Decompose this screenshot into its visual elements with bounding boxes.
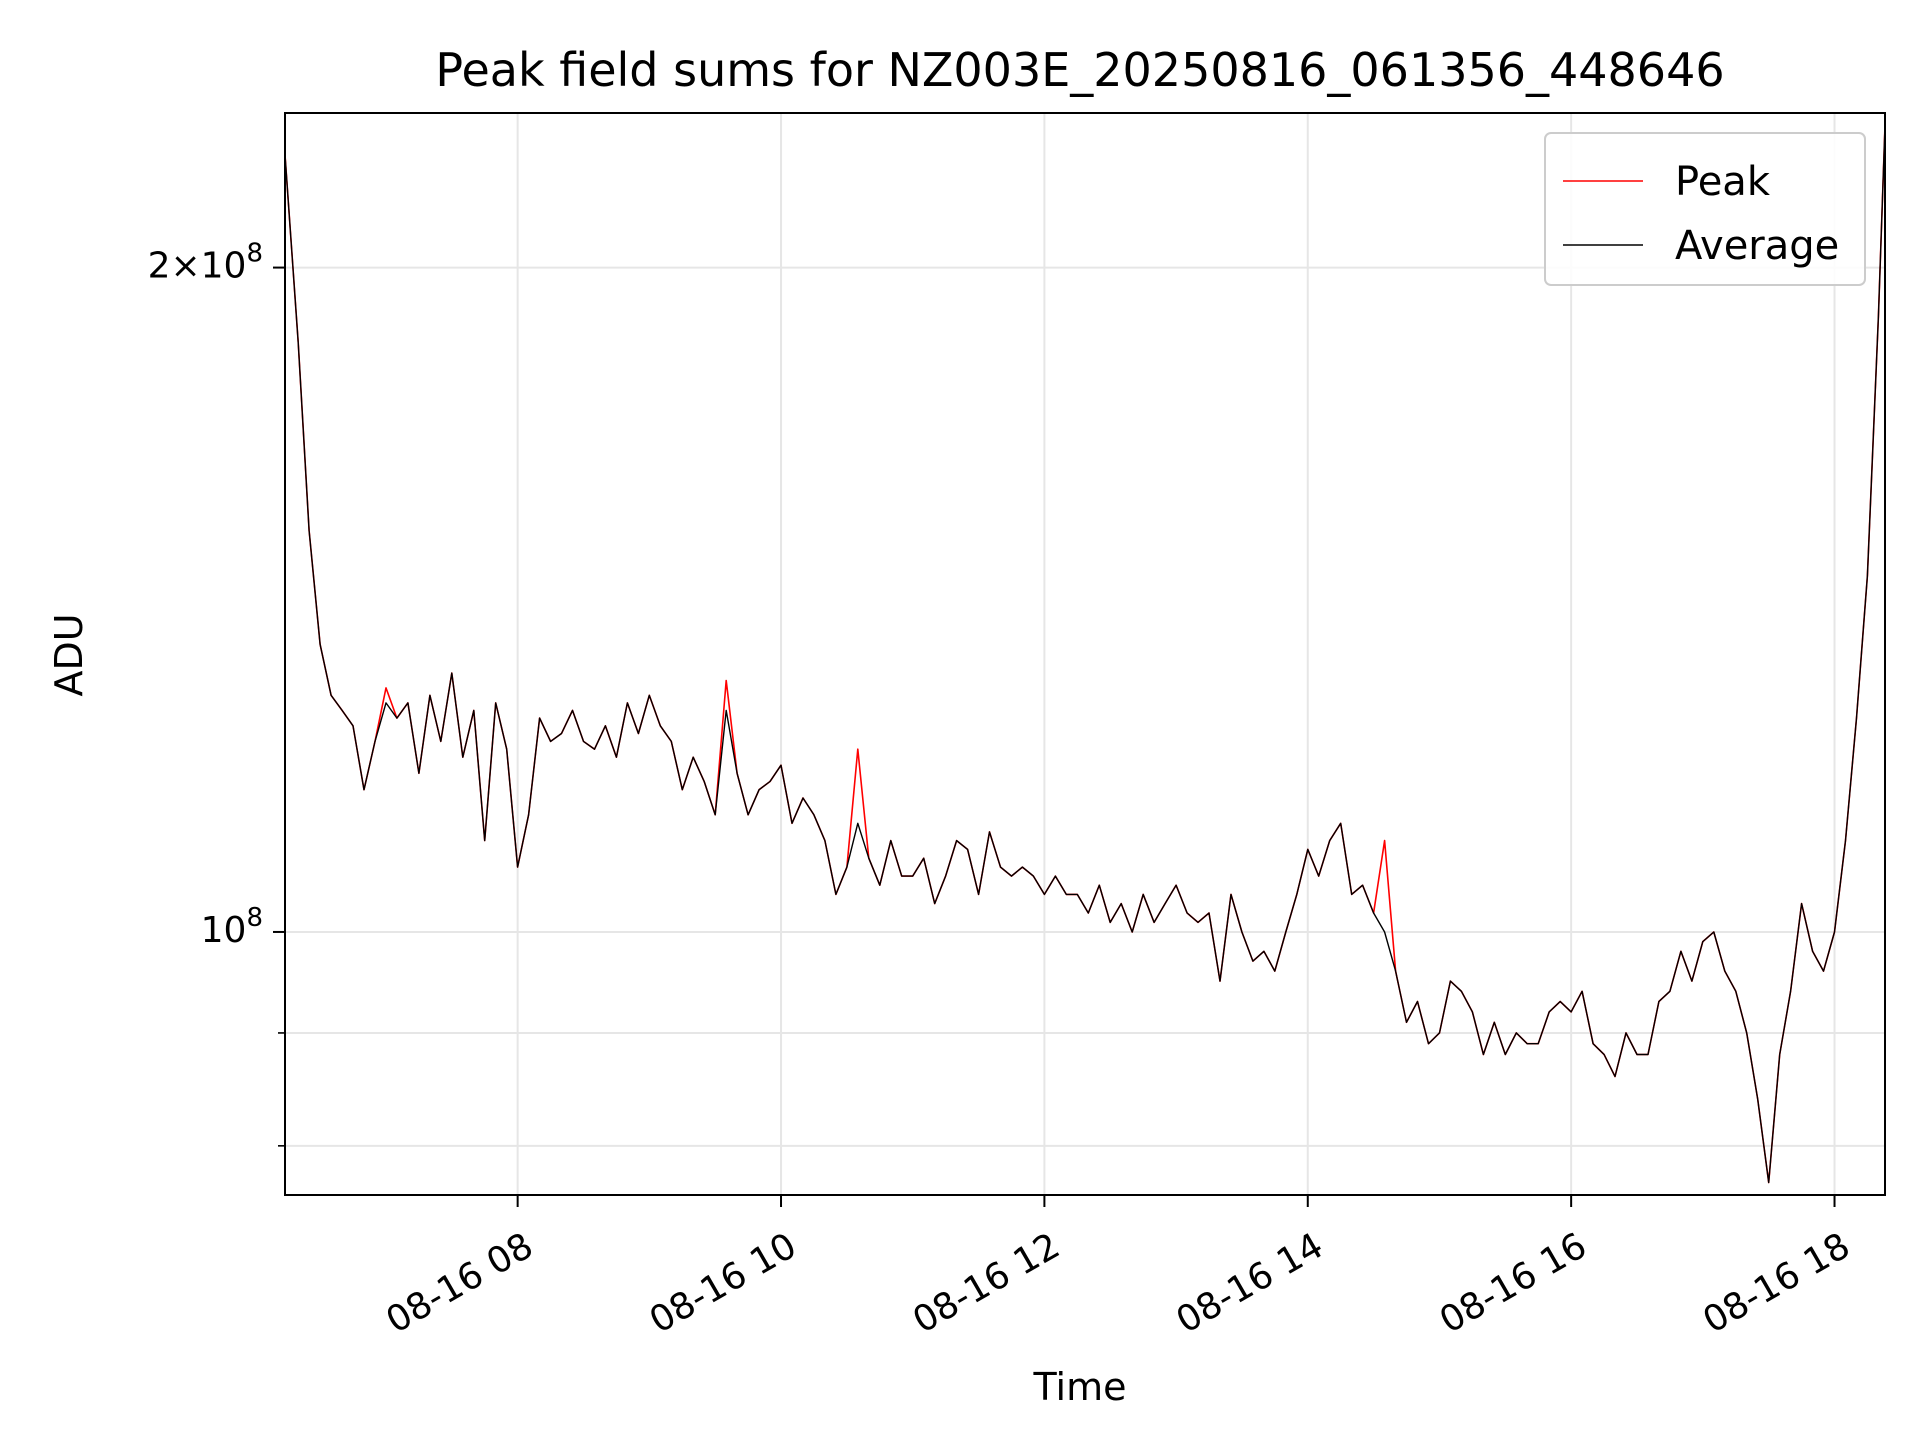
series-line-average xyxy=(284,125,1886,1184)
y-tick-label: 2×108 xyxy=(148,239,263,287)
chart-title: Peak field sums for NZ003E_20250816_0613… xyxy=(435,43,1724,97)
grid-lines xyxy=(285,113,1885,1195)
x-axis-label: Time xyxy=(1033,1365,1127,1409)
plot-frame xyxy=(284,112,1886,1196)
legend-label-peak: Peak xyxy=(1675,159,1771,205)
legend-box xyxy=(1544,132,1866,286)
y-tick-label: 108 xyxy=(201,903,263,951)
legend-label-average: Average xyxy=(1675,223,1839,269)
series-layer xyxy=(284,125,1886,1184)
y-axis-label: ADU xyxy=(47,613,91,696)
legend: Peak Average xyxy=(1544,132,1866,286)
